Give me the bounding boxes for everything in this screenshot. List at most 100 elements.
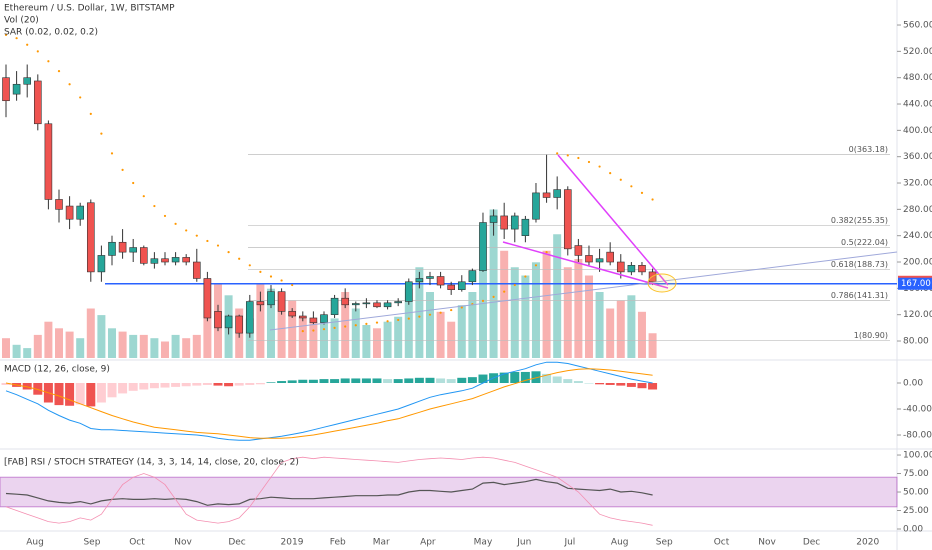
- volume-bar: [627, 295, 636, 358]
- sar-dot: [439, 311, 442, 314]
- candle-body: [362, 302, 371, 305]
- x-tick-label: Oct: [714, 538, 730, 548]
- macd-histogram-bar: [499, 372, 509, 384]
- volume-bar: [436, 311, 445, 358]
- sar-dot: [545, 251, 548, 254]
- sar-dot: [354, 324, 357, 327]
- candle-body: [574, 245, 583, 256]
- macd-histogram-bar: [467, 377, 477, 384]
- y-tick-label: 560.00: [903, 21, 932, 31]
- candle-body: [627, 265, 636, 273]
- sar-dot: [333, 326, 336, 329]
- sar-dot: [598, 165, 601, 168]
- candle-body: [150, 258, 159, 264]
- candle-body: [351, 303, 360, 306]
- candle-body: [267, 291, 275, 306]
- macd-histogram-bar: [351, 378, 361, 384]
- fib-label: 1(80.90): [854, 331, 888, 340]
- candle-body: [532, 192, 540, 220]
- y-tick-label: 440.00: [903, 100, 932, 110]
- volume-bar: [500, 250, 509, 358]
- macd-histogram-bar: [224, 383, 234, 387]
- x-tick-label: Aug: [611, 538, 629, 548]
- volume-bar: [86, 308, 95, 358]
- volume-bar: [362, 325, 371, 358]
- x-tick-label: Jun: [516, 538, 531, 548]
- macd-histogram-bar: [149, 383, 159, 389]
- macd-histogram-bar: [202, 383, 212, 385]
- macd-histogram-bar: [425, 377, 435, 384]
- volume-bar: [65, 331, 74, 358]
- macd-line: [5, 368, 653, 439]
- macd-histogram-bar: [584, 383, 594, 384]
- volume-bar: [12, 344, 21, 358]
- candle-body: [214, 311, 222, 329]
- rsi-line: [5, 456, 653, 526]
- volume-bar: [160, 341, 169, 358]
- sar-dot: [291, 283, 294, 287]
- sar-dot: [26, 43, 29, 46]
- macd-histogram-bar: [33, 383, 43, 395]
- sar-dot: [344, 325, 347, 328]
- volume-bar: [319, 315, 328, 358]
- sar-dot: [68, 83, 71, 86]
- sar-dot: [397, 318, 400, 322]
- candle-body: [129, 247, 137, 253]
- macd-histogram-bar: [287, 380, 297, 384]
- sar-dot: [577, 156, 580, 160]
- sar-dot: [513, 283, 516, 287]
- candle-body: [341, 297, 349, 306]
- candle-body: [616, 261, 625, 273]
- macd-histogram-bar: [393, 379, 403, 384]
- candle-body: [192, 261, 201, 279]
- sar-dot: [4, 33, 8, 36]
- candle-body: [298, 315, 307, 319]
- sar-dot: [503, 290, 506, 293]
- x-tick-label: Dec: [803, 538, 820, 548]
- x-tick-label: May: [474, 538, 493, 548]
- macd-histogram-bar: [457, 377, 467, 384]
- sar-dot: [89, 112, 92, 115]
- highlight-ellipse: [647, 273, 677, 293]
- volume-bar: [44, 321, 53, 358]
- x-tick-label: 2019: [281, 538, 304, 548]
- sar-dot: [36, 50, 39, 53]
- candle-body: [500, 215, 508, 230]
- sar-dot: [322, 328, 326, 331]
- volume-bar: [394, 316, 403, 358]
- x-tick-label: Oct: [129, 538, 145, 548]
- y-tick-label: 100.00: [903, 451, 932, 461]
- trend-line: [269, 251, 898, 331]
- sar-dot: [121, 168, 124, 171]
- y-tick-label: 50.00: [903, 488, 929, 498]
- volume-bar: [298, 316, 307, 358]
- volume-bar: [351, 308, 360, 358]
- volume-bar: [521, 275, 530, 358]
- y-tick-label: 120.00: [903, 310, 932, 320]
- x-tick-label: Nov: [174, 538, 192, 548]
- sar-dot: [47, 60, 50, 63]
- macd-histogram-bar: [340, 378, 350, 384]
- macd-histogram-bar: [616, 383, 626, 386]
- sar-dot: [195, 234, 198, 237]
- sar-dot: [280, 279, 283, 282]
- volume-bar: [23, 348, 32, 358]
- sar-dot: [301, 330, 304, 333]
- sar-dot: [312, 329, 315, 332]
- x-tick-label: Sep: [83, 538, 100, 548]
- sar-dot: [619, 178, 622, 181]
- candle-body: [97, 255, 106, 273]
- x-tick-label: Aug: [26, 538, 44, 548]
- macd-histogram-bar: [637, 383, 647, 389]
- fib-label: 0.382(255.35): [831, 216, 888, 225]
- fib-label: 0(363.18): [849, 145, 888, 154]
- volume-bar: [330, 318, 339, 358]
- candle-body: [76, 205, 84, 220]
- volume-bar: [118, 331, 127, 358]
- wedge-line: [502, 241, 669, 289]
- y-tick-label: 0.00: [903, 525, 923, 535]
- candle-body: [553, 189, 561, 198]
